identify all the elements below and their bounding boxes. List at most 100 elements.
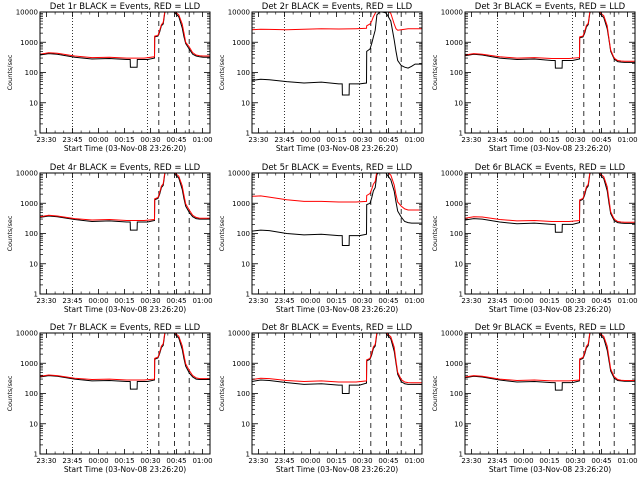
x-tick-label: 00:45: [591, 136, 611, 144]
x-tick-label: 23:30: [36, 297, 56, 305]
x-tick-label: 00:15: [539, 297, 559, 305]
x-tick-label: 23:30: [36, 136, 56, 144]
y-tick-label: 10000: [228, 330, 250, 338]
y-tick-label: 1000: [232, 39, 250, 47]
x-axis-label: Start Time (03-Nov-08 23:26:20): [64, 144, 186, 153]
x-tick-label: 00:30: [565, 457, 585, 465]
series-group: [40, 333, 210, 390]
chart-panel-4: Det 4r BLACK = Events, RED = LLD 1 10 100 10…: [6, 163, 213, 314]
x-tick-label: 00:45: [591, 297, 611, 305]
chart-panel-2: Det 2r BLACK = Events, RED = LLD 1 10 100 10…: [218, 2, 425, 153]
series-group: [465, 12, 635, 69]
plot-frame: [464, 11, 636, 134]
chart-panel-5: Det 5r BLACK = Events, RED = LLD 1 10 100 10…: [218, 163, 425, 314]
chart-panel-3: Det 3r BLACK = Events, RED = LLD 1 10 100 10…: [431, 2, 638, 153]
x-tick-label: 00:30: [352, 136, 372, 144]
x-tick-label: 00:15: [114, 136, 134, 144]
plot-frame: [39, 332, 211, 455]
x-tick-label: 00:45: [378, 457, 398, 465]
y-axis-label: Counts/sec: [218, 215, 226, 251]
y-tick-label: 100: [450, 69, 463, 77]
y-axis-label: Counts/sec: [431, 215, 439, 251]
x-tick-label: 00:00: [513, 136, 533, 144]
chart-panel-1: Det 1r BLACK = Events, RED = LLD 1 10 100 10…: [6, 2, 213, 153]
lld-series-line: [252, 173, 422, 211]
x-tick-label: 23:45: [487, 297, 507, 305]
x-tick-label: 00:45: [166, 136, 186, 144]
x-axis-label: Start Time (03-Nov-08 23:26:20): [276, 144, 398, 153]
plot-frame: [464, 332, 636, 455]
y-tick-label: 100: [25, 69, 38, 77]
y-tick-label: 1000: [445, 360, 463, 368]
y-axis-label: Counts/sec: [6, 54, 14, 90]
x-tick-label: 00:00: [513, 297, 533, 305]
x-tick-label: 00:15: [114, 297, 134, 305]
x-tick-label: 00:45: [166, 457, 186, 465]
x-axis-label: Start Time (03-Nov-08 23:26:20): [489, 305, 611, 314]
events-series-line: [252, 173, 422, 246]
y-tick-label: 10000: [16, 9, 38, 17]
y-axis-label: Counts/sec: [6, 375, 14, 411]
x-tick-label: 01:00: [617, 136, 637, 144]
y-tick-label: 1: [459, 451, 463, 459]
y-tick-label: 100: [237, 230, 250, 238]
lld-series-line: [465, 333, 635, 382]
y-tick-label: 1000: [445, 39, 463, 47]
x-axis-label: Start Time (03-Nov-08 23:26:20): [64, 305, 186, 314]
x-tick-label: 00:30: [565, 136, 585, 144]
y-tick-label: 10: [241, 260, 250, 268]
x-tick-label: 00:15: [326, 457, 346, 465]
x-tick-label: 00:00: [300, 457, 320, 465]
series-group: [252, 173, 422, 246]
y-tick-label: 1: [34, 130, 38, 138]
y-tick-label: 1: [246, 291, 250, 299]
chart-panel-8: Det 8r BLACK = Events, RED = LLD 1 10 100 10…: [218, 323, 425, 474]
y-tick-label: 1: [459, 291, 463, 299]
x-tick-label: 00:15: [326, 297, 346, 305]
y-tick-label: 10: [29, 420, 38, 428]
y-tick-label: 100: [25, 230, 38, 238]
x-tick-label: 00:45: [378, 297, 398, 305]
lld-series-line: [40, 173, 210, 221]
x-tick-label: 23:30: [461, 136, 481, 144]
x-tick-label: 00:00: [300, 136, 320, 144]
x-axis-label: Start Time (03-Nov-08 23:26:20): [276, 305, 398, 314]
y-axis-label: Counts/sec: [6, 215, 14, 251]
y-tick-label: 100: [450, 390, 463, 398]
events-series-line: [252, 12, 422, 96]
x-tick-label: 23:45: [487, 457, 507, 465]
y-tick-label: 100: [237, 390, 250, 398]
lld-series-line: [252, 333, 422, 384]
chart-title: Det 3r BLACK = Events, RED = LLD: [475, 2, 626, 12]
y-tick-label: 100: [450, 230, 463, 238]
events-series-line: [465, 12, 635, 69]
x-tick-label: 00:45: [166, 297, 186, 305]
x-tick-label: 00:30: [140, 136, 160, 144]
x-tick-label: 00:00: [300, 297, 320, 305]
x-tick-label: 00:15: [539, 136, 559, 144]
x-tick-label: 23:45: [62, 457, 82, 465]
series-group: [40, 173, 210, 231]
x-tick-label: 00:15: [326, 136, 346, 144]
x-tick-label: 01:00: [404, 297, 424, 305]
y-tick-label: 10000: [441, 9, 463, 17]
lld-series-line: [40, 12, 210, 59]
x-tick-label: 00:45: [378, 136, 398, 144]
chart-title: Det 8r BLACK = Events, RED = LLD: [262, 323, 413, 333]
y-tick-label: 10000: [441, 330, 463, 338]
y-tick-label: 10000: [16, 170, 38, 178]
chart-title: Det 5r BLACK = Events, RED = LLD: [262, 163, 413, 173]
series-group: [465, 333, 635, 391]
x-tick-label: 23:45: [62, 136, 82, 144]
plot-frame: [251, 172, 423, 295]
y-tick-label: 1: [34, 451, 38, 459]
y-tick-label: 1000: [445, 200, 463, 208]
x-tick-label: 01:00: [192, 136, 212, 144]
x-tick-label: 23:30: [36, 457, 56, 465]
y-tick-label: 10000: [228, 9, 250, 17]
y-tick-label: 1: [34, 291, 38, 299]
series-group: [252, 12, 422, 96]
x-tick-label: 01:00: [192, 297, 212, 305]
y-tick-label: 1000: [20, 200, 38, 208]
x-tick-label: 23:30: [248, 136, 268, 144]
